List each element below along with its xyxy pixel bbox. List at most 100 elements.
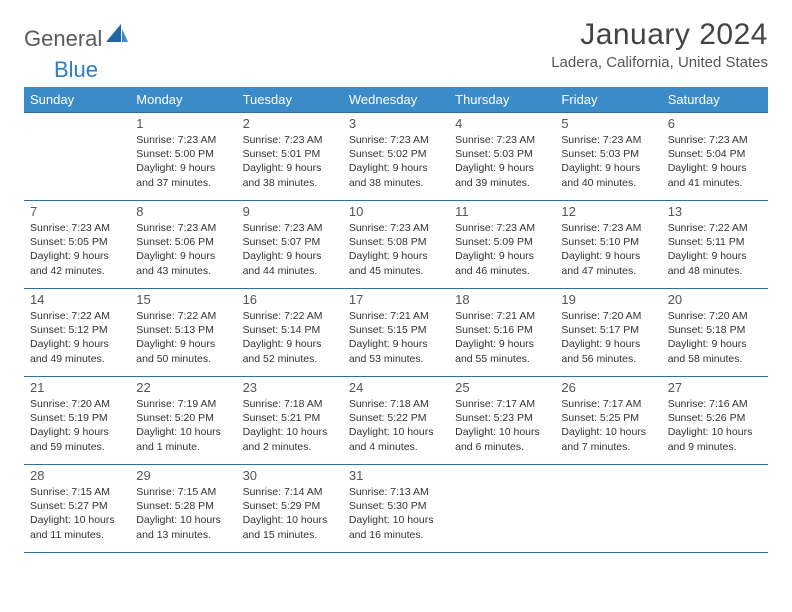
- weekday-header-row: SundayMondayTuesdayWednesdayThursdayFrid…: [24, 87, 768, 113]
- sunrise-line: Sunrise: 7:13 AM: [349, 485, 443, 499]
- sunrise-line: Sunrise: 7:23 AM: [455, 133, 549, 147]
- daylight-line: Daylight: 9 hours and 42 minutes.: [30, 249, 124, 277]
- calendar-cell: 22Sunrise: 7:19 AMSunset: 5:20 PMDayligh…: [130, 377, 236, 465]
- calendar-row: 7Sunrise: 7:23 AMSunset: 5:05 PMDaylight…: [24, 201, 768, 289]
- day-number: 22: [136, 380, 230, 395]
- daylight-line: Daylight: 10 hours and 2 minutes.: [243, 425, 337, 453]
- sunrise-line: Sunrise: 7:15 AM: [136, 485, 230, 499]
- sunset-line: Sunset: 5:06 PM: [136, 235, 230, 249]
- daylight-line: Daylight: 9 hours and 44 minutes.: [243, 249, 337, 277]
- calendar-cell: 20Sunrise: 7:20 AMSunset: 5:18 PMDayligh…: [662, 289, 768, 377]
- weekday-header: Sunday: [24, 87, 130, 113]
- calendar-cell: 13Sunrise: 7:22 AMSunset: 5:11 PMDayligh…: [662, 201, 768, 289]
- daylight-line: Daylight: 10 hours and 11 minutes.: [30, 513, 124, 541]
- day-number: 21: [30, 380, 124, 395]
- sunset-line: Sunset: 5:03 PM: [561, 147, 655, 161]
- sunrise-line: Sunrise: 7:18 AM: [349, 397, 443, 411]
- daylight-line: Daylight: 9 hours and 58 minutes.: [668, 337, 762, 365]
- sunset-line: Sunset: 5:07 PM: [243, 235, 337, 249]
- sunrise-line: Sunrise: 7:18 AM: [243, 397, 337, 411]
- day-number: 29: [136, 468, 230, 483]
- day-number: 25: [455, 380, 549, 395]
- day-number: 10: [349, 204, 443, 219]
- sunset-line: Sunset: 5:04 PM: [668, 147, 762, 161]
- day-number: 1: [136, 116, 230, 131]
- calendar-cell: [662, 465, 768, 553]
- calendar-cell: 11Sunrise: 7:23 AMSunset: 5:09 PMDayligh…: [449, 201, 555, 289]
- day-number: 24: [349, 380, 443, 395]
- sunrise-line: Sunrise: 7:14 AM: [243, 485, 337, 499]
- calendar-cell: 19Sunrise: 7:20 AMSunset: 5:17 PMDayligh…: [555, 289, 661, 377]
- sunrise-line: Sunrise: 7:22 AM: [243, 309, 337, 323]
- day-number: 15: [136, 292, 230, 307]
- sunrise-line: Sunrise: 7:23 AM: [136, 133, 230, 147]
- sunset-line: Sunset: 5:15 PM: [349, 323, 443, 337]
- day-number: 16: [243, 292, 337, 307]
- day-number: 26: [561, 380, 655, 395]
- sunset-line: Sunset: 5:16 PM: [455, 323, 549, 337]
- calendar-cell: [449, 465, 555, 553]
- calendar-cell: 30Sunrise: 7:14 AMSunset: 5:29 PMDayligh…: [237, 465, 343, 553]
- calendar-cell: 6Sunrise: 7:23 AMSunset: 5:04 PMDaylight…: [662, 113, 768, 201]
- sunset-line: Sunset: 5:10 PM: [561, 235, 655, 249]
- daylight-line: Daylight: 10 hours and 7 minutes.: [561, 425, 655, 453]
- calendar-cell: 7Sunrise: 7:23 AMSunset: 5:05 PMDaylight…: [24, 201, 130, 289]
- day-number: 12: [561, 204, 655, 219]
- day-number: 28: [30, 468, 124, 483]
- sunrise-line: Sunrise: 7:23 AM: [243, 221, 337, 235]
- sunrise-line: Sunrise: 7:20 AM: [668, 309, 762, 323]
- day-number: 5: [561, 116, 655, 131]
- calendar-cell: 31Sunrise: 7:13 AMSunset: 5:30 PMDayligh…: [343, 465, 449, 553]
- calendar-cell: 25Sunrise: 7:17 AMSunset: 5:23 PMDayligh…: [449, 377, 555, 465]
- sunset-line: Sunset: 5:09 PM: [455, 235, 549, 249]
- day-number: 30: [243, 468, 337, 483]
- sunset-line: Sunset: 5:28 PM: [136, 499, 230, 513]
- daylight-line: Daylight: 10 hours and 13 minutes.: [136, 513, 230, 541]
- logo-text-blue: Blue: [54, 57, 98, 82]
- day-number: 9: [243, 204, 337, 219]
- sunset-line: Sunset: 5:03 PM: [455, 147, 549, 161]
- daylight-line: Daylight: 9 hours and 38 minutes.: [349, 161, 443, 189]
- weekday-header: Saturday: [662, 87, 768, 113]
- sunset-line: Sunset: 5:22 PM: [349, 411, 443, 425]
- daylight-line: Daylight: 9 hours and 40 minutes.: [561, 161, 655, 189]
- sunset-line: Sunset: 5:11 PM: [668, 235, 762, 249]
- daylight-line: Daylight: 9 hours and 37 minutes.: [136, 161, 230, 189]
- sunset-line: Sunset: 5:13 PM: [136, 323, 230, 337]
- daylight-line: Daylight: 9 hours and 52 minutes.: [243, 337, 337, 365]
- day-number: 31: [349, 468, 443, 483]
- sunrise-line: Sunrise: 7:23 AM: [136, 221, 230, 235]
- calendar-cell: 4Sunrise: 7:23 AMSunset: 5:03 PMDaylight…: [449, 113, 555, 201]
- calendar-cell: [555, 465, 661, 553]
- daylight-line: Daylight: 9 hours and 47 minutes.: [561, 249, 655, 277]
- day-number: 11: [455, 204, 549, 219]
- day-number: 20: [668, 292, 762, 307]
- sunset-line: Sunset: 5:20 PM: [136, 411, 230, 425]
- daylight-line: Daylight: 10 hours and 4 minutes.: [349, 425, 443, 453]
- calendar-cell: 16Sunrise: 7:22 AMSunset: 5:14 PMDayligh…: [237, 289, 343, 377]
- logo-text-gray: General: [24, 26, 102, 52]
- weekday-header: Thursday: [449, 87, 555, 113]
- calendar-cell: 1Sunrise: 7:23 AMSunset: 5:00 PMDaylight…: [130, 113, 236, 201]
- calendar-cell: 9 Sunrise: 7:23 AMSunset: 5:07 PMDaylight…: [237, 201, 343, 289]
- sunrise-line: Sunrise: 7:23 AM: [349, 133, 443, 147]
- daylight-line: Daylight: 9 hours and 56 minutes.: [561, 337, 655, 365]
- sunrise-line: Sunrise: 7:22 AM: [30, 309, 124, 323]
- calendar-table: SundayMondayTuesdayWednesdayThursdayFrid…: [24, 87, 768, 553]
- day-number: 6: [668, 116, 762, 131]
- sunrise-line: Sunrise: 7:23 AM: [668, 133, 762, 147]
- day-number: 3: [349, 116, 443, 131]
- day-number: 14: [30, 292, 124, 307]
- weekday-header: Monday: [130, 87, 236, 113]
- calendar-cell: 2Sunrise: 7:23 AMSunset: 5:01 PMDaylight…: [237, 113, 343, 201]
- daylight-line: Daylight: 9 hours and 49 minutes.: [30, 337, 124, 365]
- sunset-line: Sunset: 5:19 PM: [30, 411, 124, 425]
- calendar-cell: 15Sunrise: 7:22 AMSunset: 5:13 PMDayligh…: [130, 289, 236, 377]
- sunset-line: Sunset: 5:12 PM: [30, 323, 124, 337]
- logo: General: [24, 26, 130, 52]
- sunset-line: Sunset: 5:21 PM: [243, 411, 337, 425]
- sunrise-line: Sunrise: 7:23 AM: [455, 221, 549, 235]
- sunrise-line: Sunrise: 7:21 AM: [455, 309, 549, 323]
- calendar-cell: 18Sunrise: 7:21 AMSunset: 5:16 PMDayligh…: [449, 289, 555, 377]
- sunset-line: Sunset: 5:30 PM: [349, 499, 443, 513]
